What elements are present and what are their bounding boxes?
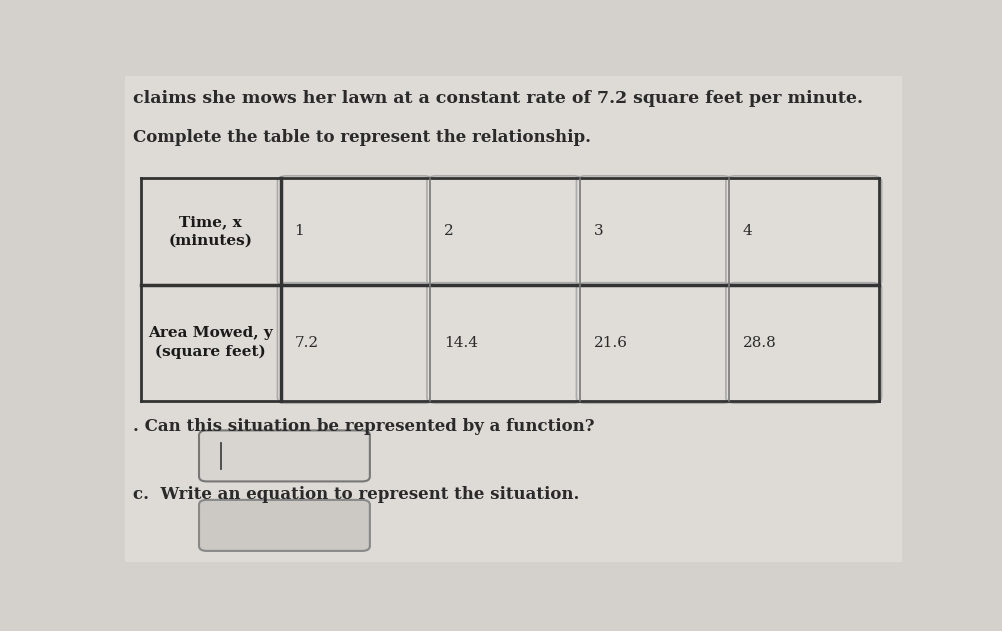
FancyBboxPatch shape [725,176,882,286]
Text: 21.6: 21.6 [593,336,627,350]
FancyBboxPatch shape [199,430,370,481]
FancyBboxPatch shape [725,283,882,403]
Text: Complete the table to represent the relationship.: Complete the table to represent the rela… [133,129,591,146]
FancyBboxPatch shape [427,283,582,403]
Text: 2: 2 [444,224,454,238]
FancyBboxPatch shape [199,500,370,551]
Text: 28.8: 28.8 [743,336,777,350]
Text: 7.2: 7.2 [295,336,319,350]
Text: Time, x
(minutes): Time, x (minutes) [168,215,253,247]
FancyBboxPatch shape [576,283,732,403]
FancyBboxPatch shape [278,283,433,403]
Text: 4: 4 [743,224,753,238]
Text: . Can this situation be represented by a function?: . Can this situation be represented by a… [133,418,594,435]
FancyBboxPatch shape [278,176,433,286]
Text: claims she mows her lawn at a constant rate of 7.2 square feet per minute.: claims she mows her lawn at a constant r… [133,90,863,107]
Text: Area Mowed, y
(square feet): Area Mowed, y (square feet) [148,326,274,360]
Text: 3: 3 [593,224,603,238]
FancyBboxPatch shape [576,176,732,286]
FancyBboxPatch shape [427,176,582,286]
Text: c.  Write an equation to represent the situation.: c. Write an equation to represent the si… [133,487,579,504]
Text: 14.4: 14.4 [444,336,478,350]
Text: 1: 1 [295,224,305,238]
